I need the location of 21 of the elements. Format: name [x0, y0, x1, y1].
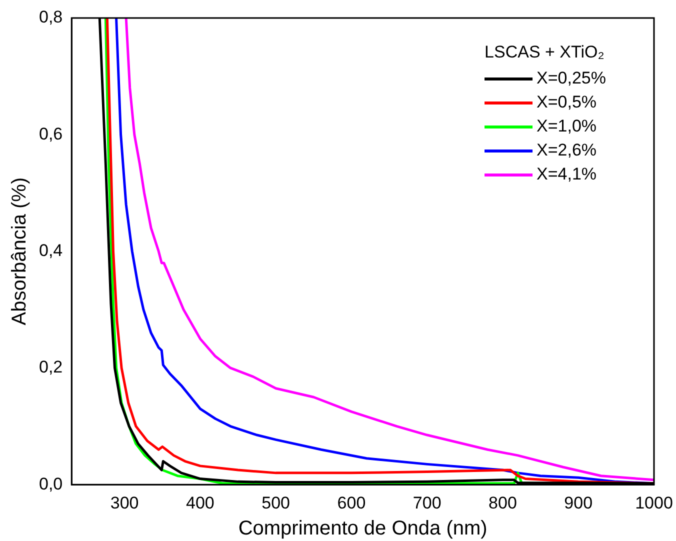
x-tick-label: 1000: [635, 493, 673, 512]
x-axis-title: Comprimento de Onda (nm): [238, 518, 488, 540]
legend-label: X=4,1%: [536, 164, 597, 184]
x-tick-label: 600: [337, 493, 366, 512]
y-tick-label: 0,8: [38, 8, 63, 27]
y-axis-title: Absorbância (%): [8, 177, 31, 326]
x-tick-label: 900: [564, 493, 593, 512]
x-tick-label: 500: [262, 493, 290, 512]
x-tick-label: 400: [186, 493, 214, 512]
y-tick-label: 0,6: [38, 124, 63, 144]
y-tick-label: 0,0: [38, 474, 63, 494]
legend-label: X=0,25%: [536, 68, 606, 88]
legend-label: X=0,5%: [536, 92, 597, 112]
x-tick-label: 700: [412, 493, 442, 512]
x-tick-label: 300: [110, 493, 139, 512]
x-tick-label: 800: [488, 493, 517, 512]
y-tick-label: 0,4: [38, 240, 63, 260]
legend-label: X=1,0%: [536, 116, 597, 136]
y-tick-label: 0,2: [38, 358, 63, 377]
legend-title: LSCAS + XTiO₂: [484, 42, 604, 62]
legend-label: X=2,6%: [536, 140, 597, 160]
